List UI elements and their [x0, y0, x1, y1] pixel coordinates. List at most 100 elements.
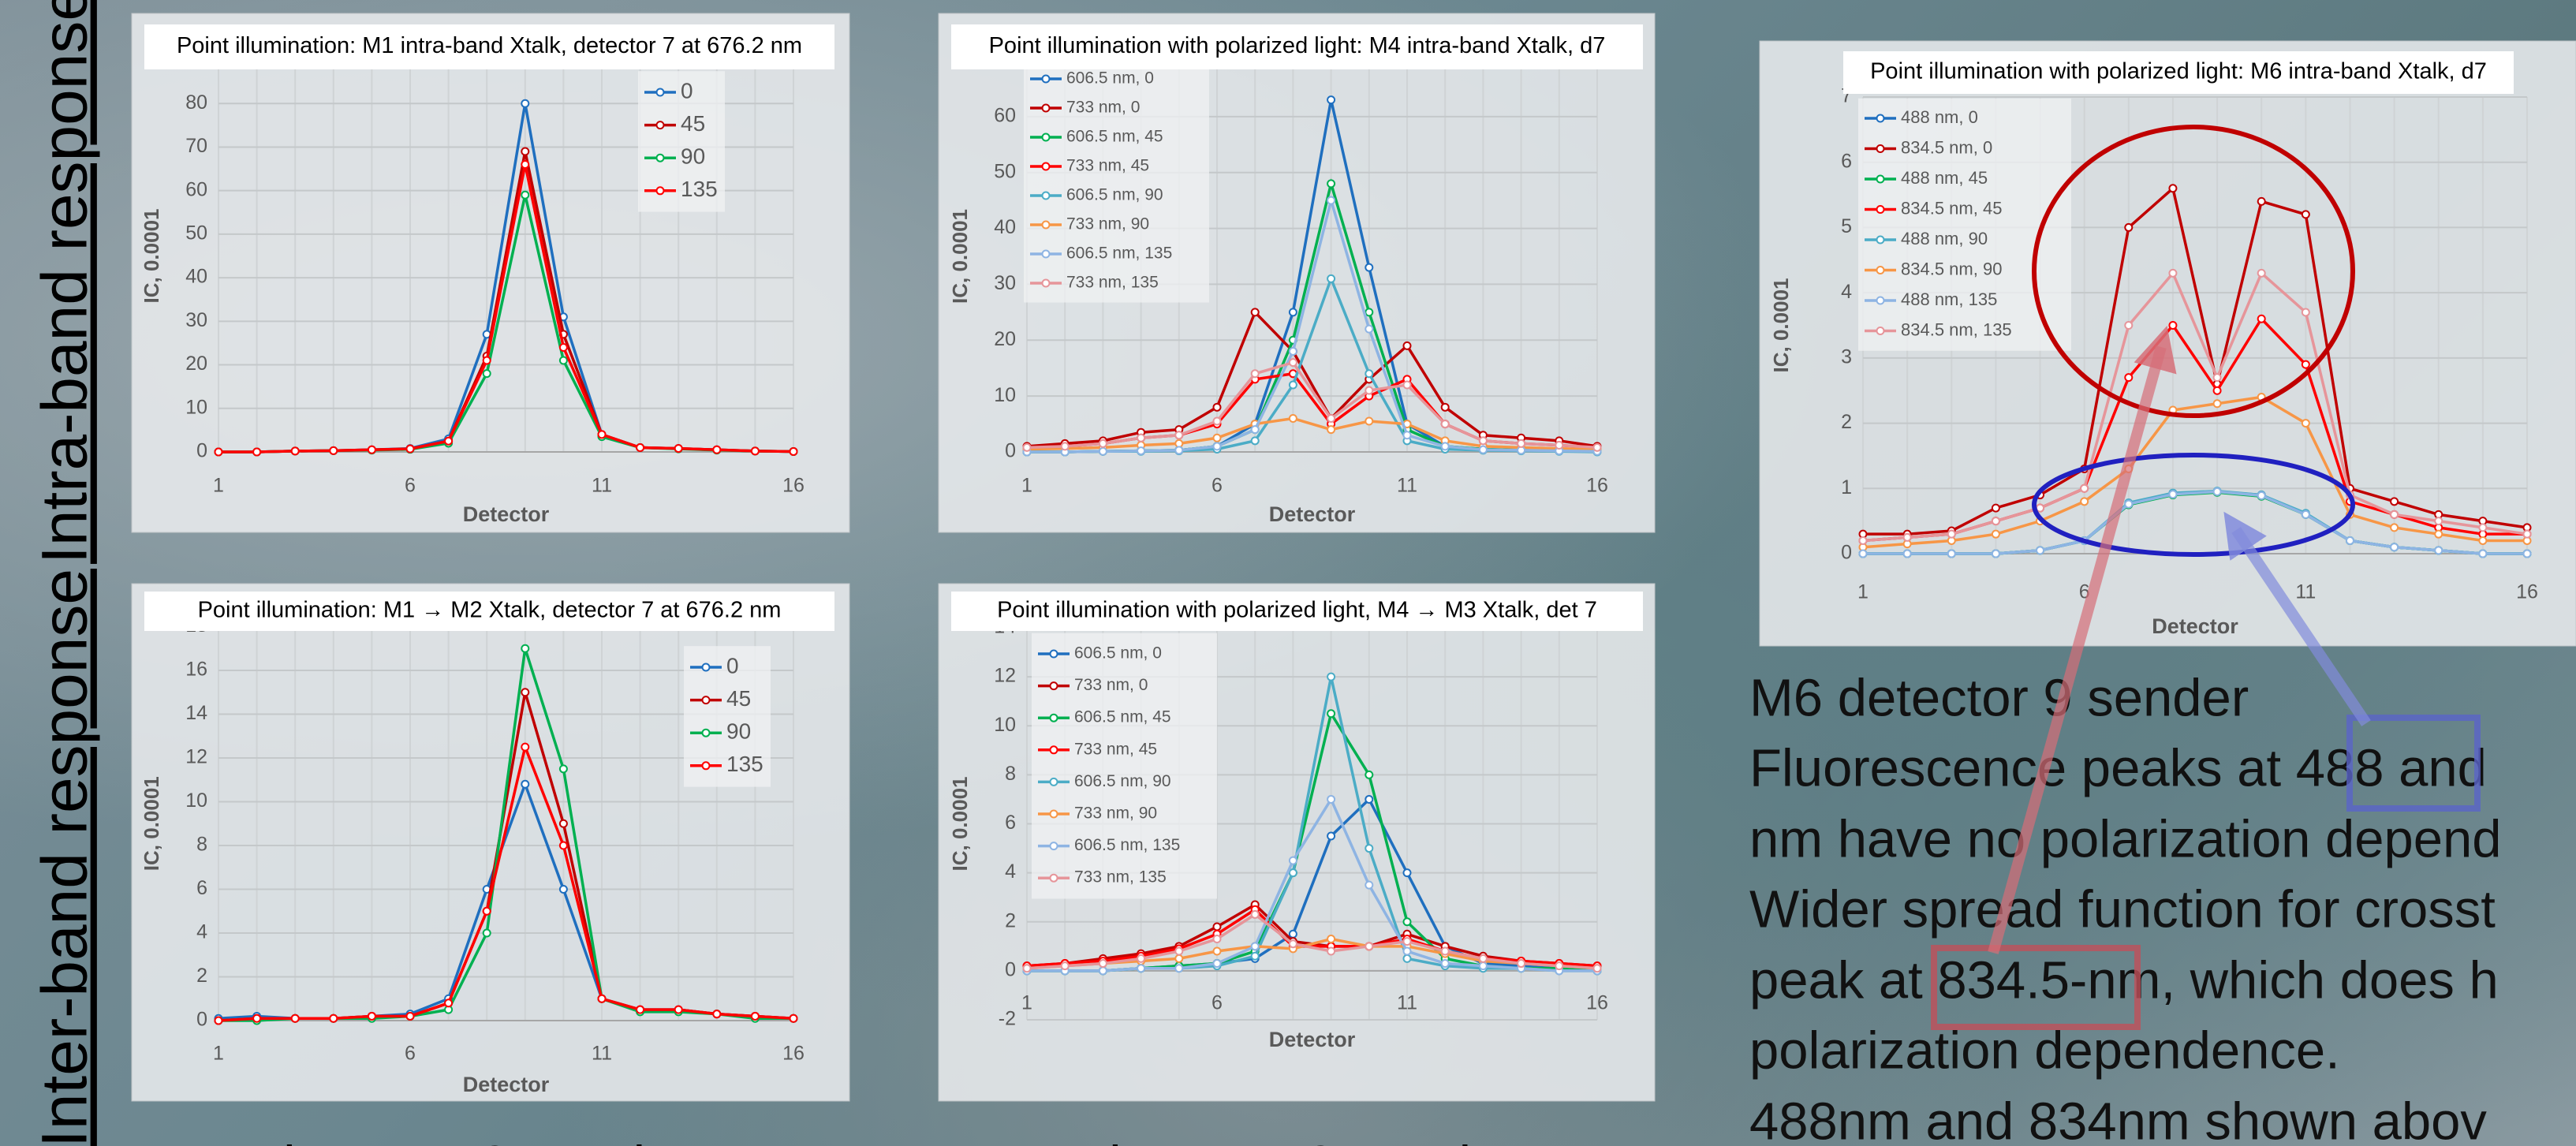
data-point — [2434, 546, 2443, 555]
legend-marker — [1049, 777, 1058, 786]
y-tick-label: 50 — [185, 222, 207, 244]
data-point — [636, 442, 645, 452]
legend-label: 834.5 nm, 135 — [1901, 319, 2012, 339]
caption: M1 detector 9 sender — [173, 1134, 694, 1146]
data-point — [1250, 909, 1260, 919]
data-point — [597, 430, 607, 439]
title-box — [144, 24, 834, 69]
y-tick-label: 2 — [1841, 411, 1852, 433]
y-tick-label: 16 — [185, 659, 207, 681]
legend-marker — [1049, 681, 1058, 691]
data-point — [1098, 966, 1107, 976]
y-tick-label: 12 — [185, 746, 207, 768]
caption: M4 detector 9 sender — [999, 1134, 1520, 1146]
data-point — [2390, 497, 2399, 506]
y-axis-title: IC, 0.0001 — [140, 776, 163, 871]
y-tick-label: 10 — [185, 396, 207, 418]
highlight-ellipse — [2032, 125, 2355, 418]
legend-marker — [1049, 713, 1058, 722]
legend-marker — [1876, 174, 1885, 184]
data-point — [2301, 510, 2310, 519]
data-point — [558, 819, 568, 828]
chart-frame — [131, 13, 850, 533]
data-point — [1098, 959, 1107, 969]
x-axis-title: Detector — [463, 1073, 550, 1096]
data-point — [2168, 490, 2178, 499]
y-tick-label: 0 — [1841, 542, 1852, 564]
chart-title: Point illumination: M1 intra-band Xtalk,… — [177, 33, 802, 58]
data-point — [1440, 959, 1450, 969]
y-axis-title: IC, 0.0001 — [948, 777, 972, 872]
x-tick-label: 6 — [405, 1043, 416, 1065]
legend-marker — [1049, 809, 1058, 819]
data-point — [1288, 939, 1297, 949]
data-point — [329, 446, 338, 455]
x-tick-label: 16 — [782, 475, 805, 497]
x-tick-label: 11 — [592, 475, 612, 497]
legend-label: 45 — [681, 111, 705, 136]
y-tick-label: 6 — [1841, 150, 1852, 172]
data-point — [1060, 961, 1070, 971]
data-point — [1212, 959, 1222, 969]
data-point — [1592, 442, 1602, 452]
y-tick-label: 30 — [994, 272, 1016, 294]
data-point — [1212, 934, 1222, 943]
data-point — [558, 885, 568, 894]
y-tick-label: 40 — [994, 216, 1016, 238]
y-tick-label: 50 — [994, 160, 1016, 182]
y-tick-label: 12 — [994, 665, 1016, 687]
data-point — [1250, 308, 1260, 317]
y-tick-label: 3 — [1841, 345, 1852, 368]
title-box — [1843, 51, 2514, 94]
data-point — [1212, 922, 1222, 931]
data-point — [2301, 419, 2310, 428]
legend-marker — [1049, 873, 1058, 883]
data-point — [1327, 946, 1336, 956]
data-point — [1991, 529, 2000, 539]
x-tick-label: 6 — [405, 475, 416, 497]
y-tick-label: 6 — [196, 877, 207, 899]
x-tick-label: 6 — [1211, 992, 1223, 1014]
arrow — [2223, 511, 2371, 726]
data-point — [1440, 420, 1450, 429]
series-line — [1026, 309, 1598, 448]
x-tick-label: 1 — [213, 1043, 224, 1065]
series-line — [218, 164, 794, 454]
chart-title: Point illumination with polarized light:… — [1870, 59, 2487, 84]
data-point — [2168, 184, 2178, 193]
legend-label: 488 nm, 0 — [1901, 107, 1978, 127]
data-point — [1250, 436, 1260, 446]
series-line — [1026, 416, 1598, 451]
data-point — [597, 994, 607, 1003]
legend-label: 733 nm, 135 — [1066, 274, 1159, 292]
data-point — [444, 999, 454, 1008]
data-point — [1947, 529, 1956, 539]
legend-label: 488 nm, 90 — [1901, 229, 1988, 248]
legend-label: 0 — [726, 653, 739, 678]
note-line: 488nm and 834nm shown abov — [1749, 1092, 2487, 1146]
series-line — [1027, 195, 1598, 454]
x-tick-label: 11 — [1397, 992, 1417, 1014]
y-tick-label: 14 — [185, 702, 207, 724]
data-point — [521, 644, 530, 653]
data-point — [1365, 770, 1374, 779]
data-point — [2478, 536, 2488, 545]
data-point — [252, 447, 262, 457]
legend-marker — [1041, 133, 1051, 142]
legend-label: 606.5 nm, 45 — [1074, 708, 1171, 726]
data-point — [2434, 517, 2443, 526]
data-point — [1288, 413, 1297, 423]
note-line: M6 detector 9 sender — [1749, 669, 2249, 728]
data-point — [1365, 324, 1374, 334]
legend-marker — [1876, 205, 1885, 214]
legend-marker — [655, 153, 665, 162]
data-point — [1365, 263, 1374, 272]
series-line — [218, 742, 794, 1022]
series-line — [1863, 185, 2528, 536]
legend-marker — [1041, 103, 1051, 113]
legend-marker — [701, 696, 711, 705]
legend-label: 733 nm, 135 — [1074, 868, 1167, 887]
section-label: Inter-band response — [29, 569, 101, 1146]
data-point — [1592, 964, 1602, 973]
title-box — [951, 592, 1643, 631]
